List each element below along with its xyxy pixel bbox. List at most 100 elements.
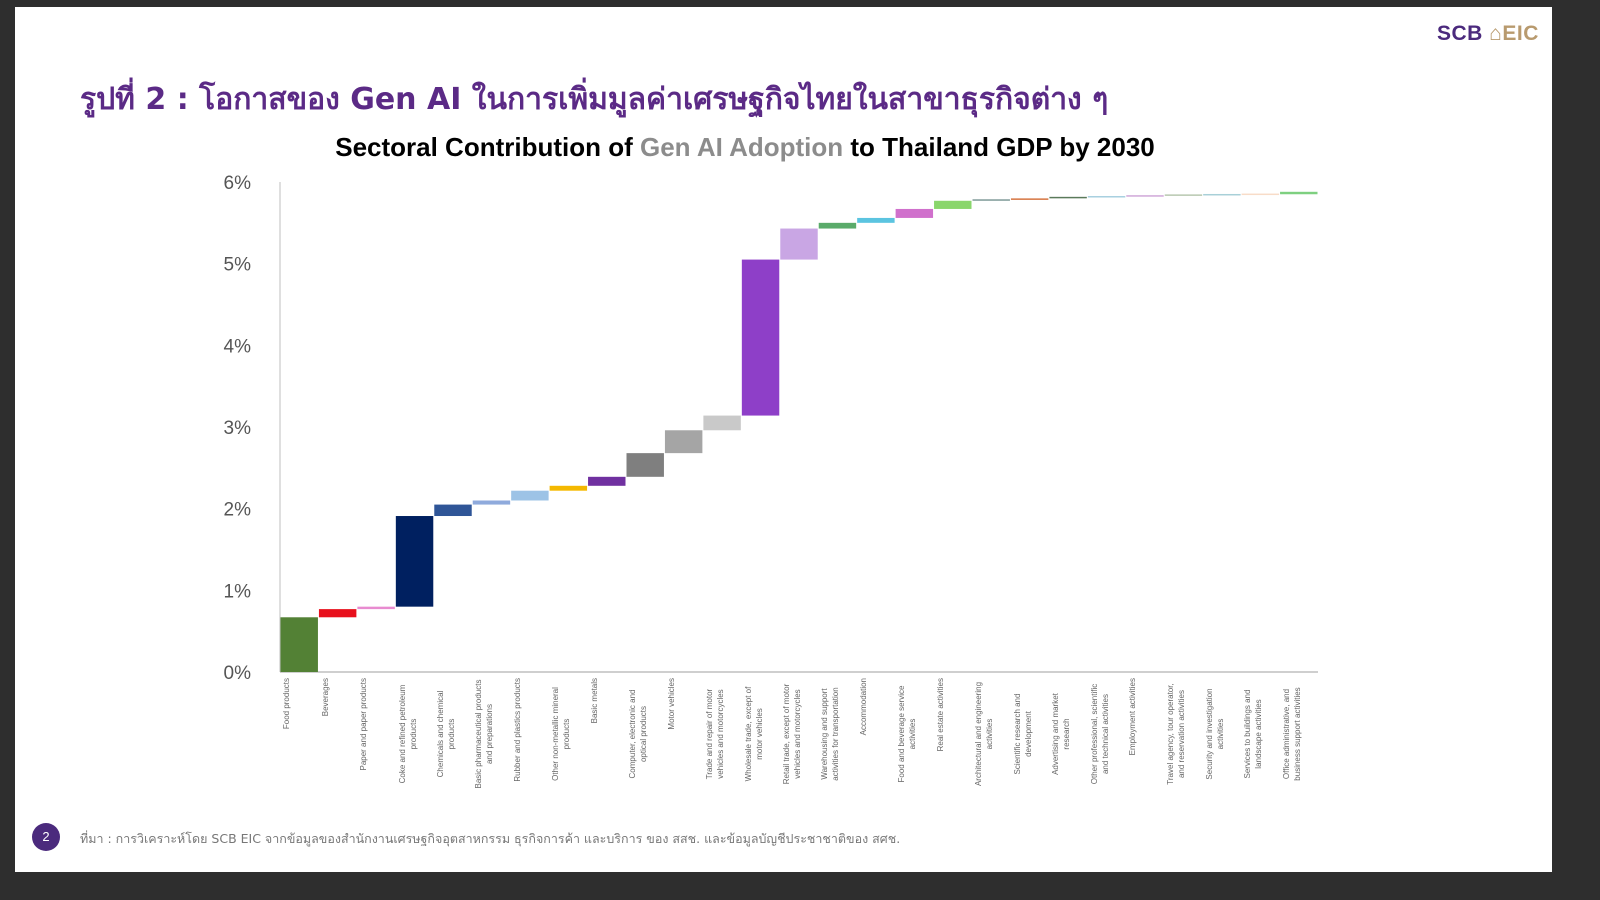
x-tick-label: Travel agency, tour operator, and reserv… xyxy=(1165,678,1201,790)
bar-5 xyxy=(434,504,472,517)
bar-3 xyxy=(357,606,395,610)
logo-scb: SCB xyxy=(1437,22,1483,45)
bar-19 xyxy=(972,199,1010,201)
bar-25 xyxy=(1203,193,1241,196)
x-tick-label: Real estate activities xyxy=(935,678,971,790)
x-tick-label-text: Motor vehicles xyxy=(666,678,676,730)
x-tick-label: Scientific research and development xyxy=(1012,678,1048,790)
x-tick-label: Warehousing and support activities for t… xyxy=(819,678,855,790)
bar-20 xyxy=(1010,198,1049,200)
x-tick-label: Food products xyxy=(281,678,317,790)
bar-7 xyxy=(511,490,549,501)
x-tick-label-text: Wholesale trade, except of motor vehicle… xyxy=(743,686,764,782)
bar-4 xyxy=(395,516,434,607)
x-tick-label: Coke and refined petroleum products xyxy=(397,678,433,790)
page-number-badge: 2 xyxy=(32,823,60,851)
x-tick-label-text: Warehousing and support activities for t… xyxy=(820,687,841,781)
x-tick-label: Computer, electronic and optical product… xyxy=(627,678,663,790)
x-tick-label: Services to buildings and landscape acti… xyxy=(1242,678,1278,790)
bar-2 xyxy=(318,609,357,618)
x-tick-label: Accommodation xyxy=(858,678,894,790)
bar-18 xyxy=(934,200,972,209)
x-tick-label-text: Architectural and engineering activities xyxy=(974,681,995,787)
y-tick-label: 2% xyxy=(224,500,252,521)
x-tick-label: Wholesale trade, except of motor vehicle… xyxy=(743,678,779,790)
x-tick-label-text: Employment activities xyxy=(1128,678,1137,756)
bar-16 xyxy=(857,217,895,223)
x-tick-label: Trade and repair of motor vehicles and m… xyxy=(704,678,740,790)
y-tick-label: 5% xyxy=(224,255,252,276)
slide xyxy=(15,7,1552,872)
y-tick-label: 3% xyxy=(224,418,252,439)
x-tick-label-text: Accommodation xyxy=(858,678,868,736)
bar-1 xyxy=(280,617,318,672)
x-tick-label-text: Food products xyxy=(282,678,292,730)
x-tick-label-text: Basic metals xyxy=(589,678,599,724)
x-tick-label-text: Chemicals and chemical products xyxy=(436,690,456,778)
y-tick-label: 6% xyxy=(224,173,252,194)
bar-11 xyxy=(664,430,703,454)
x-tick-label-text: Basic pharmaceutical products and prepar… xyxy=(474,679,495,789)
y-tick-label: 0% xyxy=(224,663,252,684)
x-tick-label-text: Food and beverage service activities xyxy=(897,685,918,783)
x-tick-label-text: Trade and repair of motor vehicles and m… xyxy=(705,688,726,780)
x-tick-label: Rubber and plastics products xyxy=(512,678,548,790)
bar-24 xyxy=(1164,194,1203,196)
bar-15 xyxy=(818,222,857,229)
x-tick-label: Chemicals and chemical products xyxy=(435,678,471,790)
chart-title: Sectoral Contribution of Gen AI Adoption… xyxy=(0,132,1490,163)
bar-14 xyxy=(780,228,818,260)
x-tick-label-text: Security and investigation activities xyxy=(1204,688,1225,780)
bar-22 xyxy=(1087,196,1126,198)
chart-title-post: to Thailand GDP by 2030 xyxy=(843,132,1155,162)
bar-10 xyxy=(626,453,664,477)
x-tick-label: Paper and paper products xyxy=(358,678,394,790)
bar-23 xyxy=(1126,195,1164,197)
bar-27 xyxy=(1280,191,1318,195)
logo-eic: ⌂EIC xyxy=(1482,22,1539,45)
chart-title-pre: Sectoral Contribution of xyxy=(335,132,640,162)
chart-title-highlight: Gen AI Adoption xyxy=(640,132,844,162)
x-tick-label-text: Real estate activities xyxy=(935,678,945,752)
x-tick-label-text: Travel agency, tour operator, and reserv… xyxy=(1166,683,1187,785)
x-tick-label: Other professional, scientific and techn… xyxy=(1089,678,1125,790)
bar-26 xyxy=(1241,193,1280,196)
x-tick-label: Basic metals xyxy=(589,678,625,790)
x-tick-label: Beverages xyxy=(320,678,356,790)
x-tick-label: Employment activities xyxy=(1127,678,1163,790)
x-tick-label-text: Advertising and market research xyxy=(1051,693,1072,775)
x-tick-label: Motor vehicles xyxy=(666,678,702,790)
bar-6 xyxy=(472,500,511,505)
x-tick-label-text: Retail trade, except of motor vehicles a… xyxy=(782,683,802,785)
x-tick-label-text: Scientific research and development xyxy=(1012,693,1033,775)
x-tick-label: Security and investigation activities xyxy=(1204,678,1240,790)
x-tick-label: Basic pharmaceutical products and prepar… xyxy=(473,678,509,790)
bar-17 xyxy=(895,208,934,218)
x-tick-label-text: Office administrative, and business supp… xyxy=(1281,687,1302,781)
x-tick-label-text: Beverages xyxy=(320,678,330,717)
x-tick-label-text: Coke and refined petroleum products xyxy=(397,684,418,784)
bar-9 xyxy=(588,476,626,486)
scb-eic-logo: SCB ⌂EIC xyxy=(1437,22,1539,46)
y-tick-label: 1% xyxy=(224,581,252,602)
x-tick-label: Food and beverage service activities xyxy=(896,678,932,790)
x-tick-label: Office administrative, and business supp… xyxy=(1281,678,1317,790)
bar-21 xyxy=(1049,196,1087,199)
x-tick-label-text: Services to buildings and landscape acti… xyxy=(1243,689,1264,779)
x-tick-label-text: Other non-metallic mineral products xyxy=(551,687,572,781)
slide-title: รูปที่ 2 : โอกาสของ Gen AI ในการเพิ่มมูล… xyxy=(80,82,1109,117)
source-note: ที่มา : การวิเคราะห์โดย SCB EIC จากข้อมู… xyxy=(80,831,901,846)
bar-12 xyxy=(703,415,741,431)
x-tick-label-text: Rubber and plastics products xyxy=(512,678,522,782)
x-tick-label: Advertising and market research xyxy=(1050,678,1086,790)
x-tick-label: Retail trade, except of motor vehicles a… xyxy=(781,678,817,790)
bar-13 xyxy=(741,259,780,416)
bar-8 xyxy=(549,485,588,491)
x-tick-label: Architectural and engineering activities xyxy=(973,678,1009,790)
x-tick-label: Other non-metallic mineral products xyxy=(550,678,586,790)
x-tick-label-text: Paper and paper products xyxy=(359,678,369,771)
x-tick-label-text: Computer, electronic and optical product… xyxy=(628,689,649,779)
y-tick-label: 4% xyxy=(224,336,252,357)
x-tick-label-text: Other professional, scientific and techn… xyxy=(1089,683,1110,785)
